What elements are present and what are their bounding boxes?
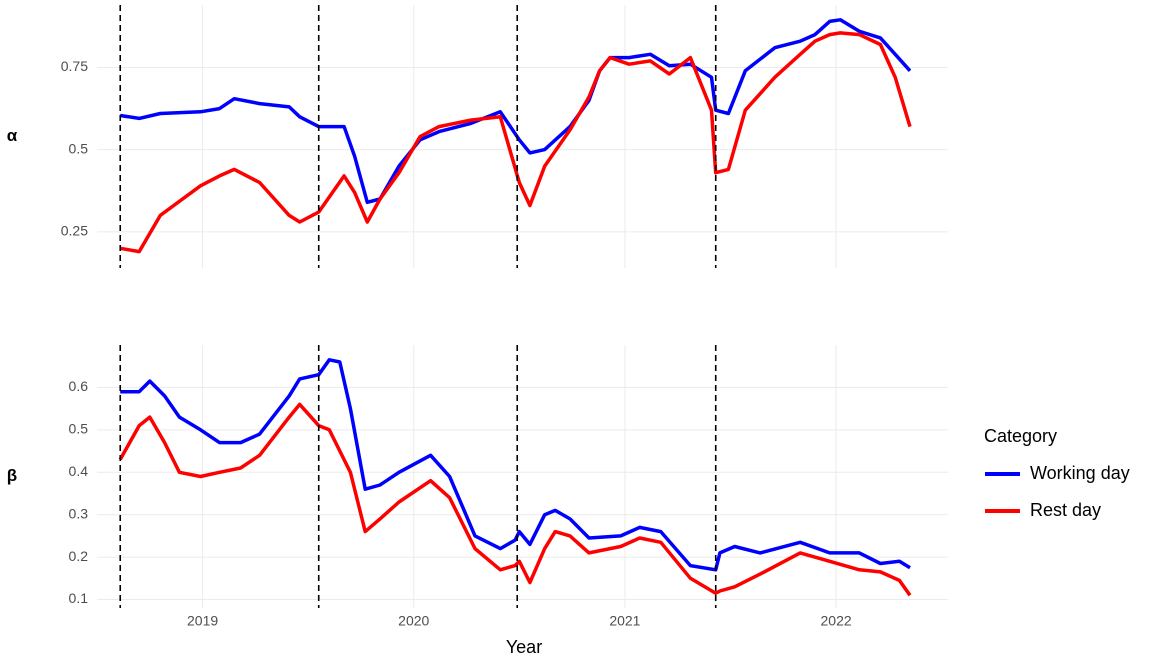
x-tick-label: 2020: [398, 613, 429, 629]
y-tick-label: 0.1: [69, 590, 89, 606]
y-tick-label: 0.5: [69, 140, 89, 156]
series-line: [118, 402, 912, 597]
y-tick-label: 0.2: [69, 548, 89, 564]
series-line: [119, 18, 912, 205]
y-tick-label: 0.25: [61, 223, 88, 239]
y-tick-label: 0.6: [69, 378, 89, 394]
y-tick-label: 0.5: [69, 421, 89, 437]
y-tick-label: 0.75: [61, 58, 88, 74]
x-tick-label: 2021: [609, 613, 640, 629]
x-tick-label: 2019: [187, 613, 218, 629]
x-tick-label: 2022: [821, 613, 852, 629]
y-axis-title: β: [7, 466, 17, 485]
legend-title: Category: [984, 426, 1057, 446]
legend-label: Rest day: [1030, 500, 1101, 520]
y-axis-title: α: [7, 126, 18, 145]
legend-label: Working day: [1030, 463, 1130, 483]
y-tick-label: 0.3: [69, 505, 89, 521]
series-line: [120, 358, 911, 572]
x-axis-title: Year: [506, 637, 542, 657]
y-tick-label: 0.4: [69, 463, 89, 479]
series-line: [119, 31, 912, 254]
